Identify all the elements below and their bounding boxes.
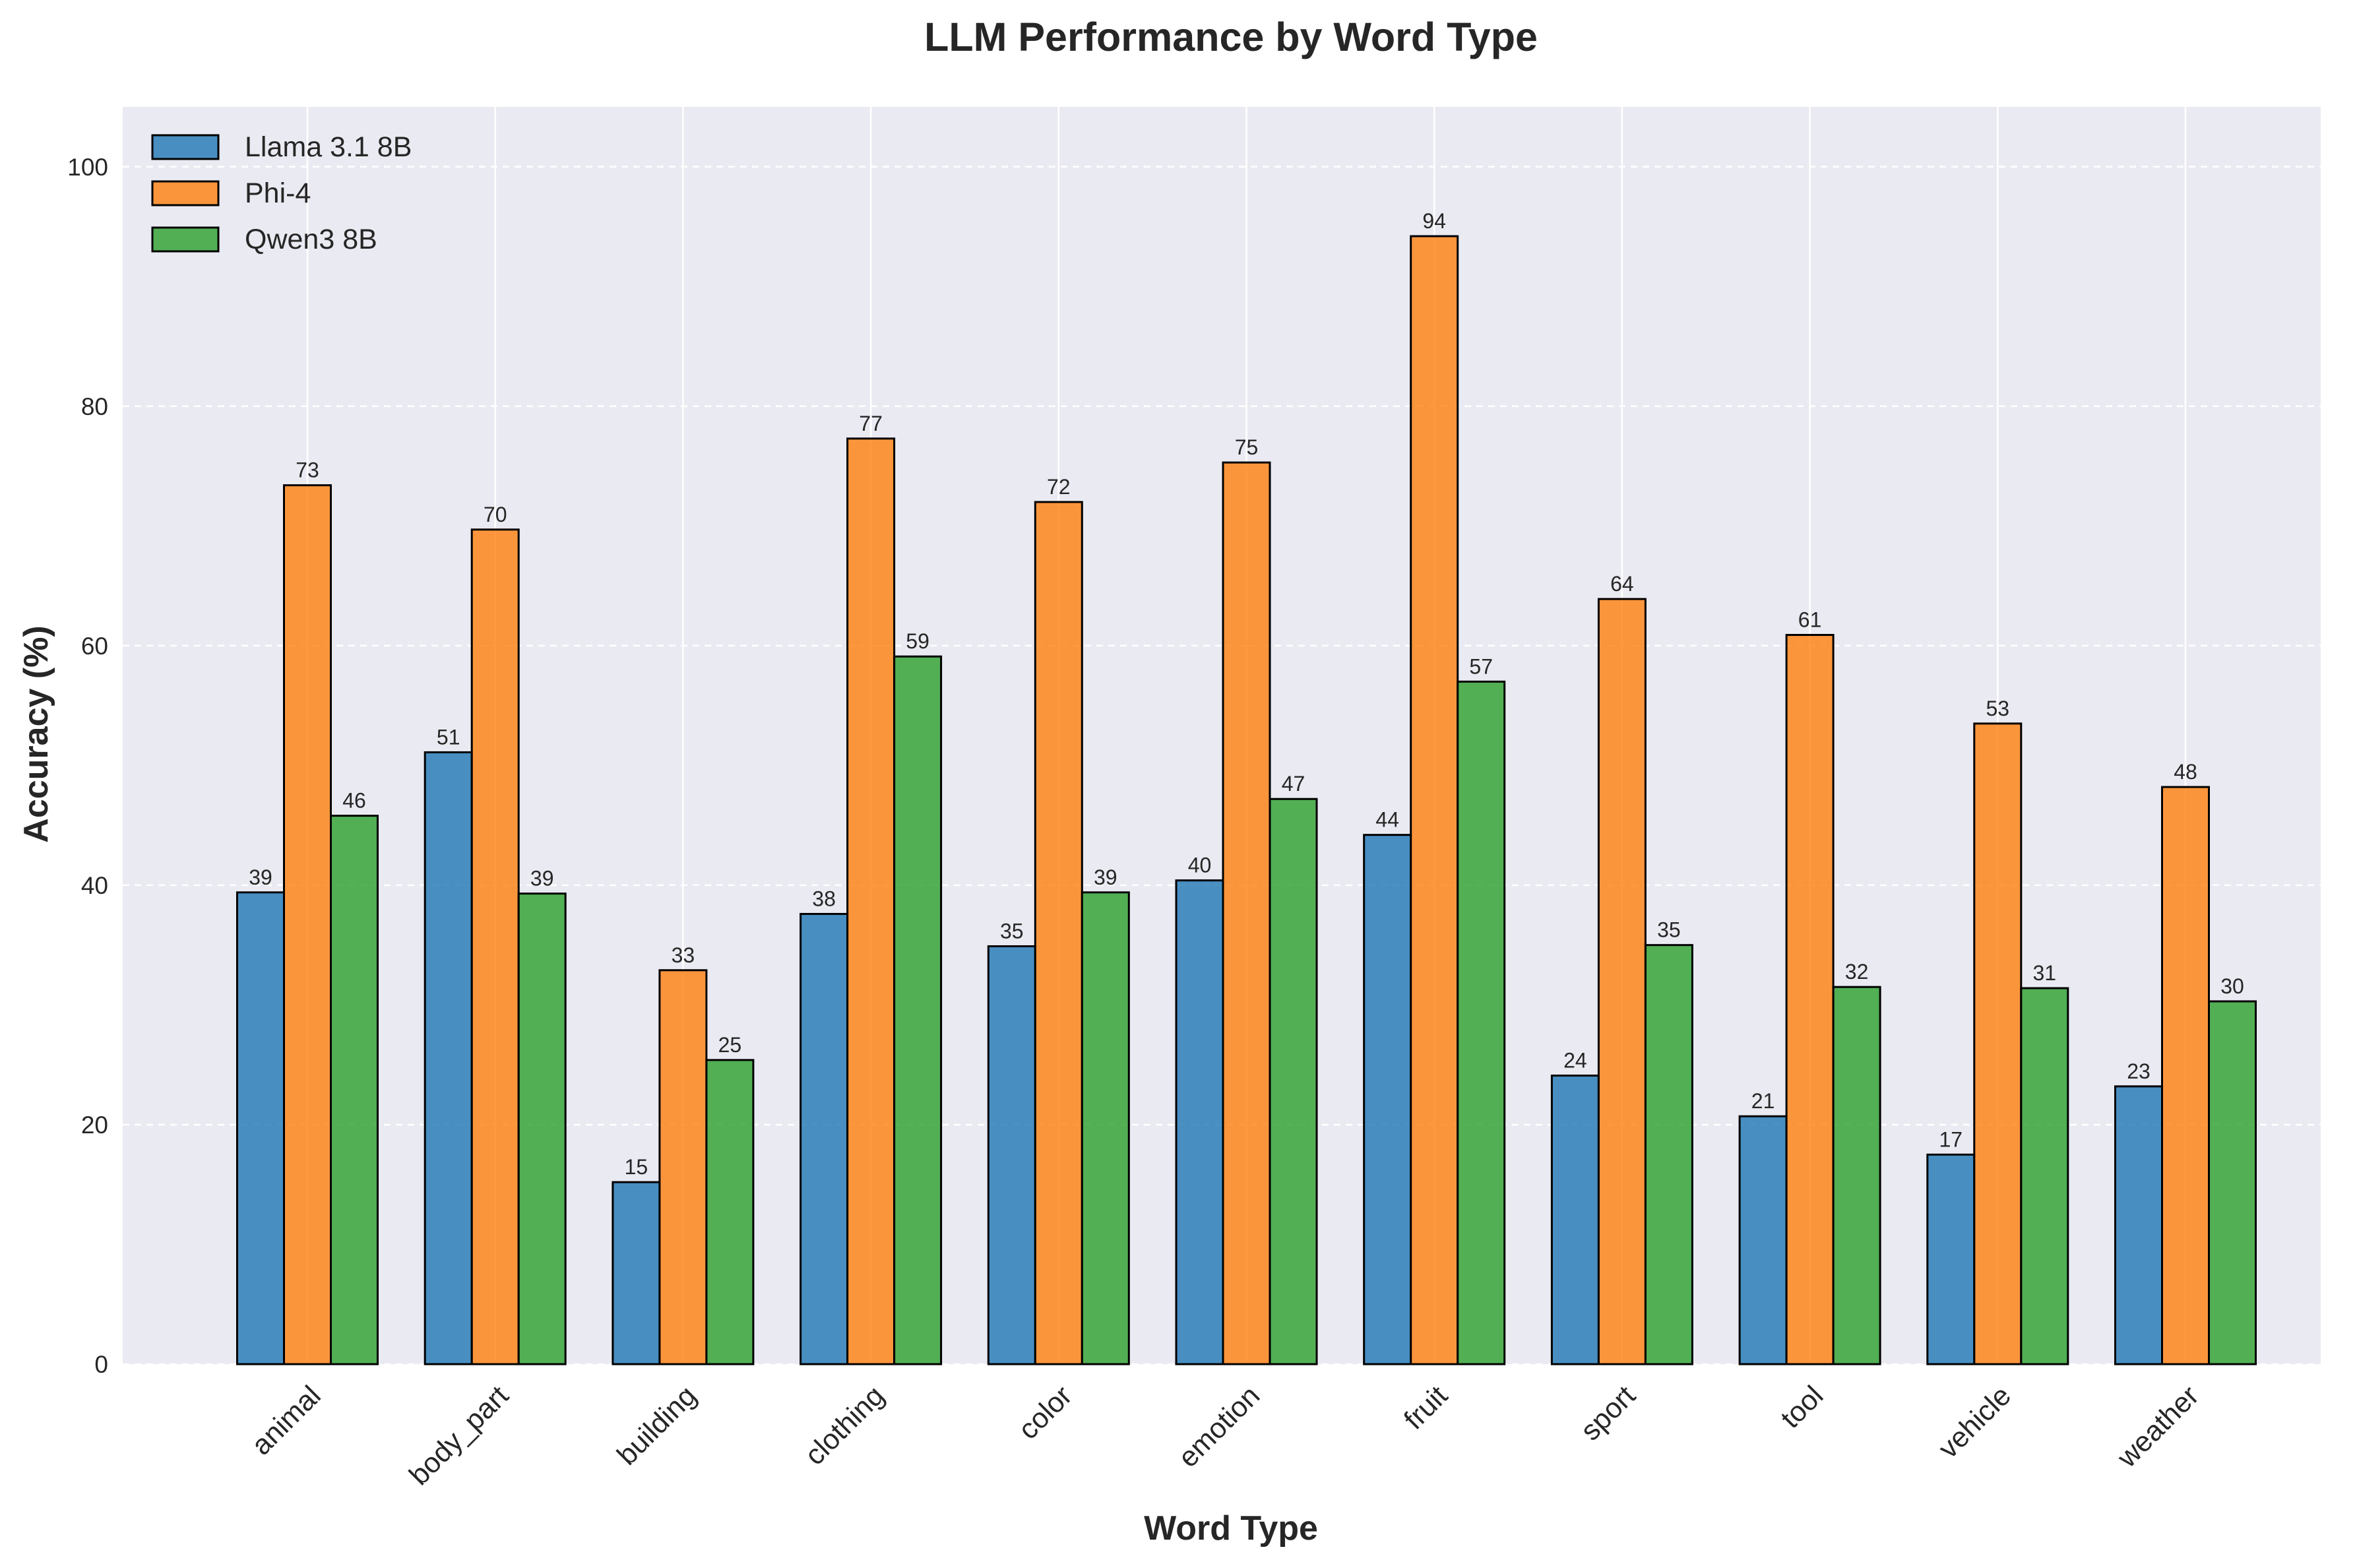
x-tick-label: clothing [799, 1380, 891, 1472]
data-label: 48 [2174, 760, 2197, 784]
bar [1081, 891, 1130, 1365]
legend-label: Llama 3.1 8B [245, 131, 412, 163]
data-label: 35 [1000, 919, 1024, 943]
y-tick-label: 0 [94, 1351, 108, 1378]
data-label: 53 [1986, 697, 2010, 720]
data-label: 35 [1657, 918, 1681, 942]
x-axis-label: Word Type [1144, 1509, 1318, 1548]
data-label: 75 [1235, 435, 1259, 459]
bar [1363, 834, 1412, 1365]
bar [1175, 879, 1224, 1365]
y-tick-label: 20 [81, 1112, 108, 1139]
bar [846, 437, 896, 1365]
data-label: 17 [1939, 1127, 1963, 1151]
bar [1973, 722, 2023, 1365]
bar [330, 815, 379, 1365]
legend: Llama 3.1 8B Phi-4 Qwen3 8B [151, 131, 412, 255]
x-tick-label: tool [1775, 1380, 1829, 1435]
data-label: 32 [1845, 960, 1869, 984]
bar [800, 912, 849, 1365]
y-tick-label: 80 [81, 393, 108, 420]
bars [236, 235, 2257, 1365]
chart-title: LLM Performance by Word Type [924, 15, 1538, 59]
bar [612, 1181, 661, 1365]
data-label: 61 [1798, 608, 1822, 632]
data-label: 57 [1469, 654, 1493, 678]
bar [470, 528, 520, 1365]
y-axis: 0 20 40 60 80 100 [67, 154, 108, 1378]
data-label: 39 [530, 867, 554, 891]
bar [2020, 987, 2069, 1365]
bar [236, 891, 285, 1365]
bar [658, 969, 708, 1365]
data-label: 23 [2127, 1059, 2151, 1083]
legend-swatch [151, 134, 220, 160]
data-label: 94 [1422, 209, 1446, 233]
bar [1785, 634, 1835, 1365]
bar [517, 893, 567, 1365]
bar [283, 484, 332, 1365]
data-label: 15 [625, 1155, 648, 1179]
data-label: 31 [2033, 961, 2057, 985]
data-labels: 39 51 15 38 35 40 44 24 21 17 23 73 70 33 77 72 75 94 64 61… [249, 209, 2244, 1179]
bar [987, 945, 1036, 1365]
data-label: 39 [1094, 865, 1117, 889]
bar [1644, 944, 1693, 1365]
bar [1222, 461, 1271, 1365]
bar [1550, 1075, 1600, 1365]
bar [1457, 680, 1506, 1365]
x-tick-label: vehicle [1932, 1380, 2017, 1465]
data-label: 33 [672, 943, 695, 967]
y-tick-label: 100 [67, 154, 108, 181]
data-label: 64 [1610, 572, 1634, 596]
bar [2208, 1000, 2257, 1365]
legend-label: Phi-4 [245, 177, 311, 209]
bar [1269, 798, 1318, 1365]
data-label: 47 [1282, 772, 1305, 796]
x-tick-label: fruit [1398, 1380, 1454, 1436]
y-tick-label: 40 [81, 872, 108, 899]
data-label: 21 [1751, 1089, 1775, 1113]
y-tick-label: 60 [81, 633, 108, 660]
x-tick-label: emotion [1172, 1380, 1266, 1474]
bar [1832, 986, 1881, 1365]
x-tick-label: animal [245, 1380, 327, 1462]
data-label: 72 [1047, 475, 1071, 499]
bar [893, 655, 943, 1365]
bar [1597, 598, 1647, 1365]
data-label: 39 [249, 865, 272, 889]
legend-swatch [151, 180, 220, 206]
data-label: 51 [437, 725, 460, 749]
bar [705, 1059, 755, 1365]
bar [1926, 1153, 1976, 1365]
x-tick-label: weather [2111, 1380, 2205, 1474]
bar [1410, 235, 1459, 1365]
bar [1034, 501, 1083, 1365]
x-tick-label: color [1013, 1380, 1079, 1446]
data-label: 44 [1375, 808, 1399, 832]
data-label: 24 [1563, 1049, 1587, 1073]
x-tick-label: body_part [403, 1380, 515, 1491]
data-label: 46 [342, 789, 366, 813]
x-axis: animal body_part building clothing color emot… [245, 1380, 2205, 1491]
data-label: 30 [2220, 974, 2244, 998]
data-label: 59 [906, 629, 929, 653]
data-label: 25 [718, 1033, 742, 1057]
data-label: 40 [1188, 854, 1212, 877]
data-label: 73 [296, 458, 319, 482]
data-label: 77 [859, 412, 883, 435]
bar [424, 751, 473, 1365]
bar [2161, 786, 2210, 1365]
bar [2114, 1085, 2163, 1365]
data-label: 70 [484, 503, 507, 526]
data-label: 38 [812, 887, 836, 910]
bar [1738, 1115, 1788, 1365]
x-tick-label: sport [1575, 1380, 1642, 1447]
legend-label: Qwen3 8B [245, 224, 377, 255]
y-axis-label: Accuracy (%) [17, 625, 55, 842]
x-tick-label: building [611, 1380, 703, 1472]
legend-swatch [151, 226, 220, 253]
